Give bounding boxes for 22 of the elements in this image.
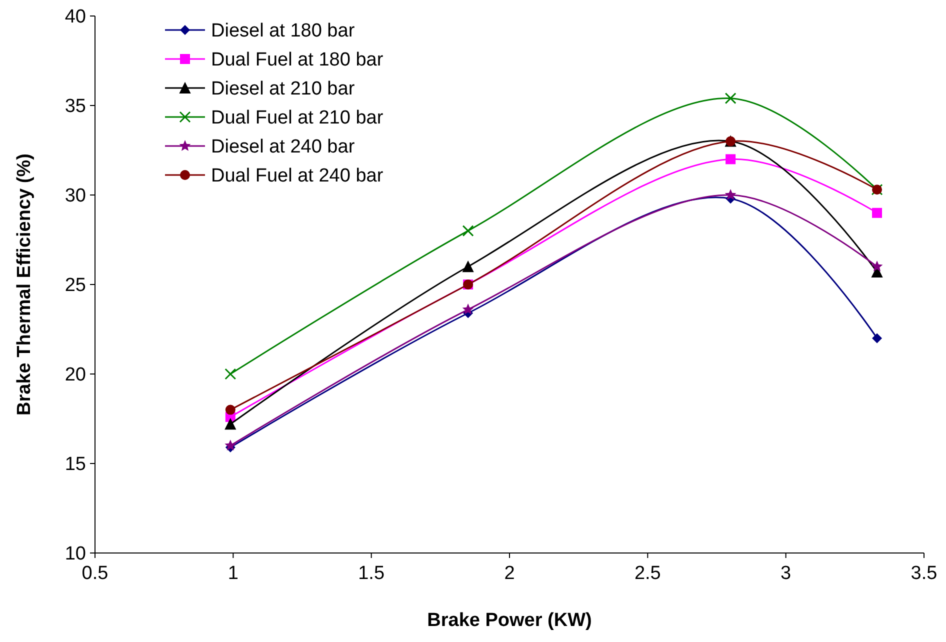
x-tick-label: 3.5 [910, 563, 938, 584]
x-tick-label: 3 [780, 563, 792, 584]
y-axis-title: Brake Thermal Efficiency (%) [14, 154, 35, 416]
y-tick-label: 40 [64, 6, 86, 28]
x-tick-label: 1 [228, 563, 238, 584]
y-tick-label: 35 [64, 96, 86, 118]
legend-label: Diesel at 240 bar [211, 136, 356, 158]
x-tick-label: 2 [504, 563, 515, 584]
x-tick-label: 2.5 [634, 563, 661, 584]
y-tick-label: 25 [64, 275, 86, 296]
legend-label: Dual Fuel at 180 bar [211, 50, 384, 71]
y-tick-label: 10 [64, 544, 86, 565]
y-tick-label: 30 [64, 186, 86, 207]
x-tick-label: 0.5 [82, 563, 108, 584]
legend-label: Dual Fuel at 210 bar [211, 108, 384, 129]
y-tick-label: 15 [64, 454, 86, 476]
x-tick-label: 1.5 [358, 563, 385, 584]
x-axis-title: Brake Power (KW) [427, 610, 592, 631]
legend-label: Diesel at 180 bar [211, 20, 356, 42]
legend-label: Diesel at 210 bar [211, 78, 356, 100]
y-tick-label: 20 [64, 364, 86, 386]
legend-label: Dual Fuel at 240 bar [211, 166, 384, 187]
